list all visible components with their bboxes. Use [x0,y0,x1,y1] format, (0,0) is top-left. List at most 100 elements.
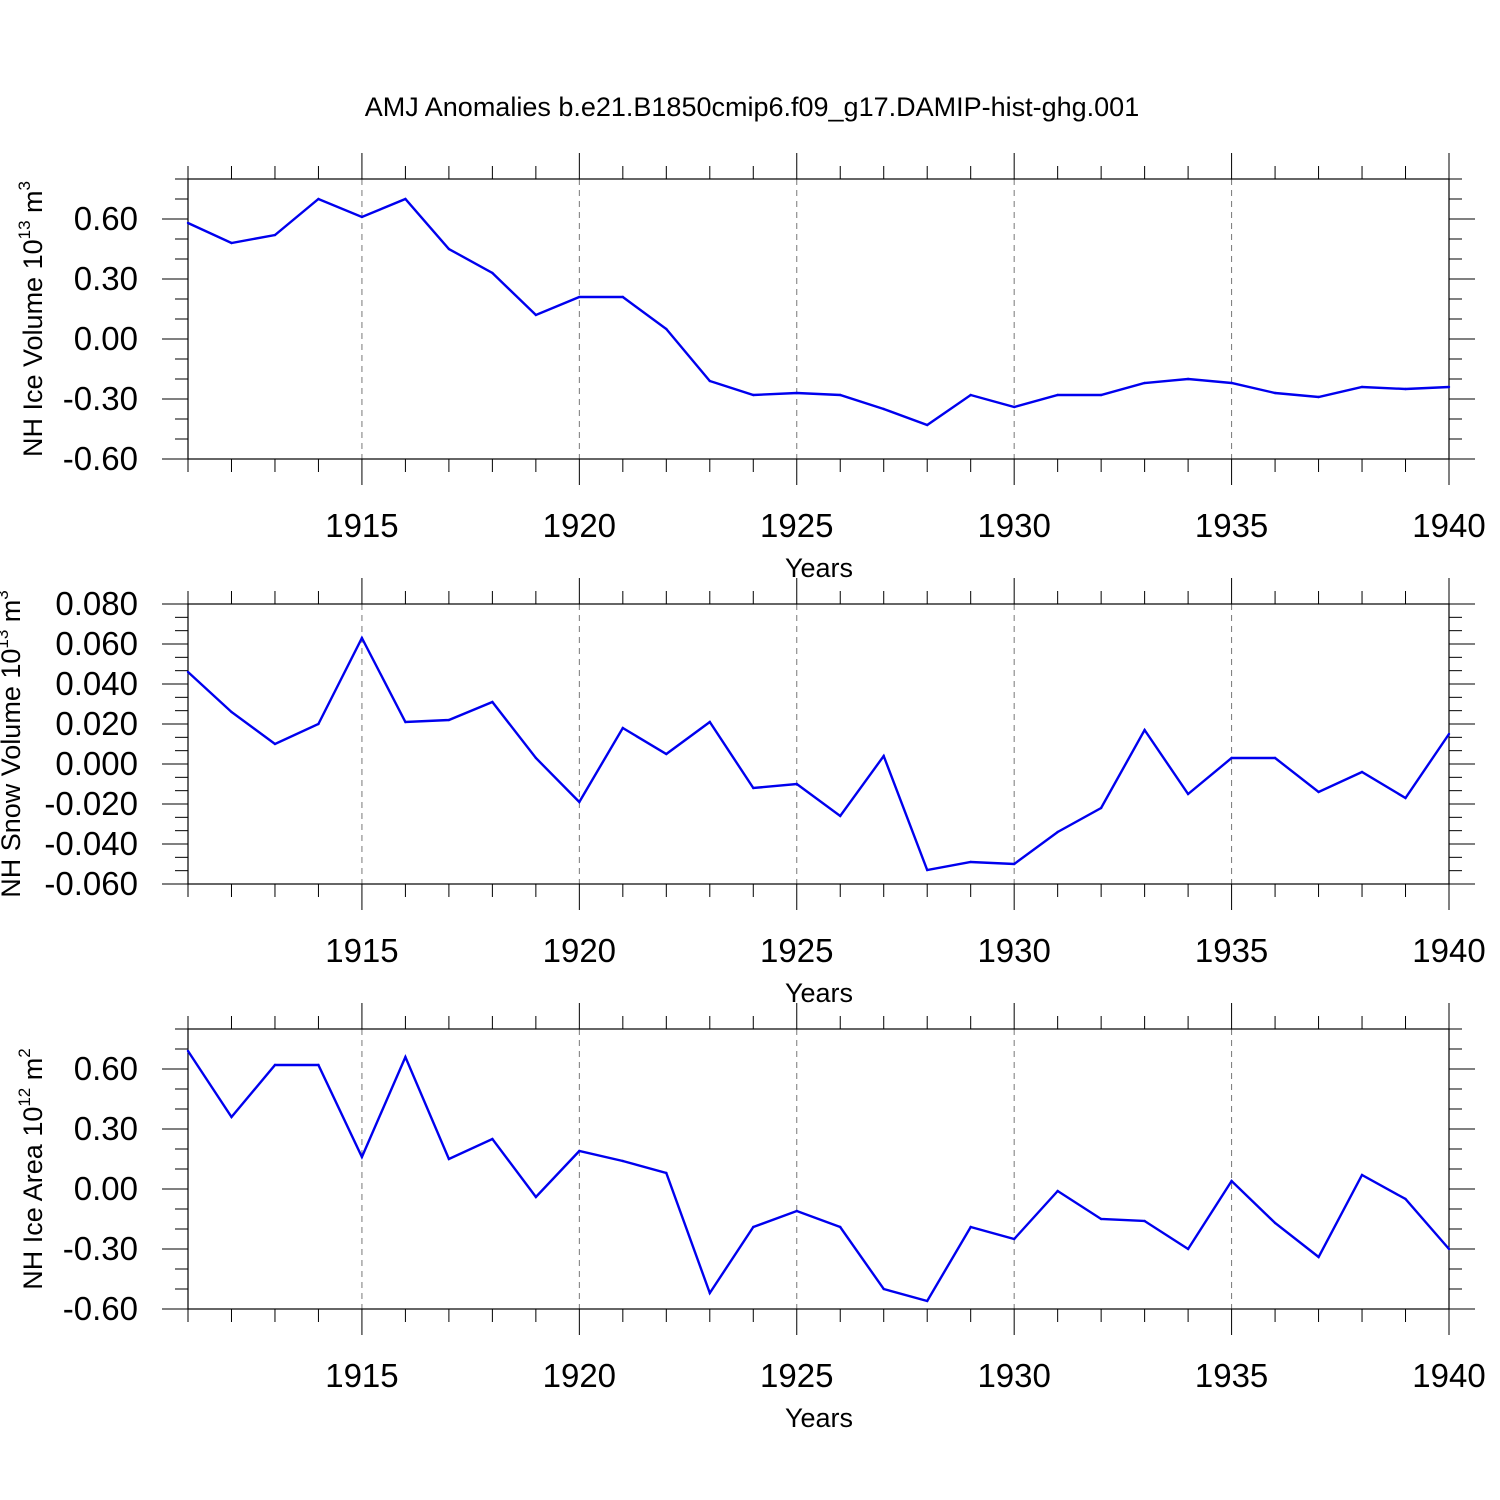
y-tick-label: -0.30 [63,1230,138,1267]
data-point [1273,391,1277,395]
data-point [360,636,364,640]
data-point [926,1299,929,1303]
y-tick-label: 0.60 [74,200,138,237]
y-tick-label: 0.040 [55,665,138,702]
data-point [665,752,668,756]
data-point [1056,1189,1059,1193]
x-tick-label: 1915 [325,507,398,544]
data-point [1012,1237,1016,1241]
data-point [969,860,972,864]
data-point [882,407,885,411]
data-point [1273,1221,1277,1225]
x-tick-label: 1925 [760,507,833,544]
data-point [404,197,407,201]
y-axis-label: NH Ice Area 1012 m2 [15,1048,48,1289]
data-point [1230,381,1233,385]
x-tick-label: 1915 [325,932,398,969]
y-tick-label: 0.30 [74,260,138,297]
data-point [1186,1247,1190,1251]
data-point [752,1225,755,1229]
data-point [1447,385,1451,389]
data-point [273,1063,277,1067]
data-point [1056,393,1059,397]
data-point [1447,732,1451,736]
data-point [447,718,451,722]
x-tick-label: 1940 [1412,507,1485,544]
data-point [1143,1219,1146,1223]
y-axis-label: NH Ice Volume 1013 m3 [15,181,48,457]
x-tick-label: 1940 [1412,1357,1485,1394]
data-point [882,754,885,758]
data-point [795,391,798,395]
x-tick-label: 1935 [1195,932,1268,969]
data-point [534,756,538,760]
data-point [1143,728,1146,732]
data-point [491,1137,494,1141]
data-point [1360,770,1364,774]
data-point [1012,405,1016,409]
x-tick-label: 1920 [543,1357,616,1394]
data-point [1317,790,1320,794]
data-point [882,1287,885,1291]
data-point [578,295,581,299]
data-point [1404,387,1407,391]
data-point [621,726,625,730]
data-point [578,800,581,804]
data-point [404,720,407,724]
y-tick-label: -0.060 [44,865,138,902]
y-tick-label: 0.60 [74,1050,138,1087]
y-tick-label: 0.020 [55,705,138,742]
data-point [621,295,625,299]
data-point [969,393,972,397]
data-point [839,393,842,397]
data-point [1099,1217,1103,1221]
series-line [187,635,1450,872]
data-point [1360,385,1364,389]
data-point [621,1159,625,1163]
data-point [1317,1255,1320,1259]
y-tick-label: 0.00 [74,1170,138,1207]
data-point [665,327,668,331]
y-tick-label: -0.040 [44,825,138,862]
x-tick-label: 1920 [543,507,616,544]
data-point [1143,381,1146,385]
x-tick-label: 1940 [1412,932,1485,969]
data-point [708,1291,711,1295]
x-tick-label: 1935 [1195,507,1268,544]
y-tick-label: -0.020 [44,785,138,822]
data-point [230,710,233,714]
data-point [447,247,451,251]
data-point [230,241,233,245]
data-point [1317,395,1320,399]
data-point [839,1225,842,1229]
data-point [708,720,711,724]
data-point [926,423,929,427]
data-point [186,1049,190,1053]
x-axis-label: Years [785,978,853,1008]
x-tick-label: 1920 [543,932,616,969]
data-point [1273,756,1277,760]
data-point [926,868,929,872]
series-line [187,197,1450,427]
data-point [317,722,320,726]
data-point [795,782,798,786]
data-point [969,1225,972,1229]
data-point [1099,806,1103,810]
data-point [491,271,494,275]
y-tick-label: 0.00 [74,320,138,357]
data-point [1230,1179,1233,1183]
data-point [404,1055,407,1059]
figure-title: AMJ Anomalies b.e21.B1850cmip6.f09_g17.D… [365,92,1139,122]
x-tick-label: 1935 [1195,1357,1268,1394]
panel-3: -0.60 -0.30 0.00 0.30 0.60 1915 1920 1925 1930 19… [15,1003,1486,1433]
data-point [1186,377,1190,381]
data-point [447,1157,451,1161]
y-axis-label: NH Snow Volume 1013 m3 [0,590,26,898]
y-tick-label: -0.30 [63,380,138,417]
data-point [317,1063,320,1067]
x-tick-label: 1915 [325,1357,398,1394]
data-point [317,197,320,201]
data-point [186,670,190,674]
data-point [534,313,538,317]
